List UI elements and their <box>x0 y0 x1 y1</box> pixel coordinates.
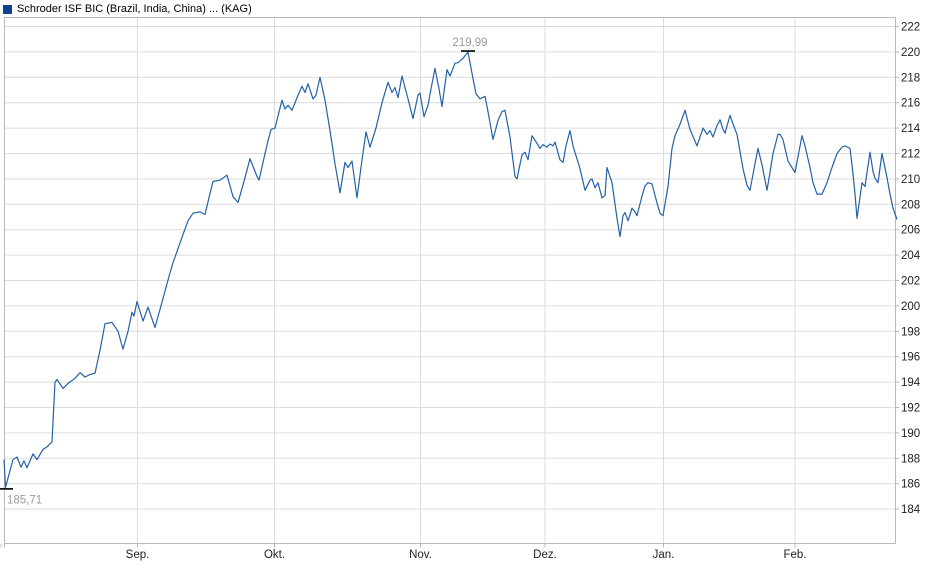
y-axis-label: 208 <box>901 199 920 211</box>
y-axis-label: 206 <box>901 225 920 237</box>
x-axis-label: Feb. <box>783 549 806 561</box>
series-title: Schroder ISF BIC (Brazil, India, China) … <box>17 3 252 15</box>
y-axis-label: 198 <box>901 326 920 338</box>
x-axis-label: Dez. <box>533 549 557 561</box>
price-line <box>3 51 898 488</box>
y-axis-label: 216 <box>901 98 920 110</box>
y-axis-label: 188 <box>901 453 920 465</box>
y-axis-label: 204 <box>901 250 921 262</box>
y-axis-label: 200 <box>901 301 920 313</box>
y-axis-label: 210 <box>901 174 920 186</box>
y-axis-label: 184 <box>901 504 921 516</box>
plot-border <box>4 17 896 544</box>
y-axis-label: 218 <box>901 72 920 84</box>
y-axis-label: 192 <box>901 403 920 415</box>
y-axis-label: 186 <box>901 479 920 491</box>
y-axis-label: 194 <box>901 377 921 389</box>
y-axis-label: 212 <box>901 149 920 161</box>
min-value-label: 185,71 <box>7 494 42 506</box>
y-axis-label: 222 <box>901 22 920 34</box>
x-axis-label: Jan. <box>653 549 675 561</box>
y-axis-label: 202 <box>901 276 920 288</box>
series-color-swatch-icon <box>3 4 12 14</box>
y-axis-label: 214 <box>901 123 921 135</box>
y-axis-label: 196 <box>901 352 920 364</box>
y-axis-label: 220 <box>901 47 920 59</box>
x-axis-label: Okt. <box>264 549 285 561</box>
y-axis-label: 190 <box>901 428 920 440</box>
x-axis-label: Nov. <box>409 549 432 561</box>
x-axis-label: Sep. <box>126 549 150 561</box>
max-value-label: 219,99 <box>452 37 487 49</box>
chart-legend: Schroder ISF BIC (Brazil, India, China) … <box>3 2 252 16</box>
